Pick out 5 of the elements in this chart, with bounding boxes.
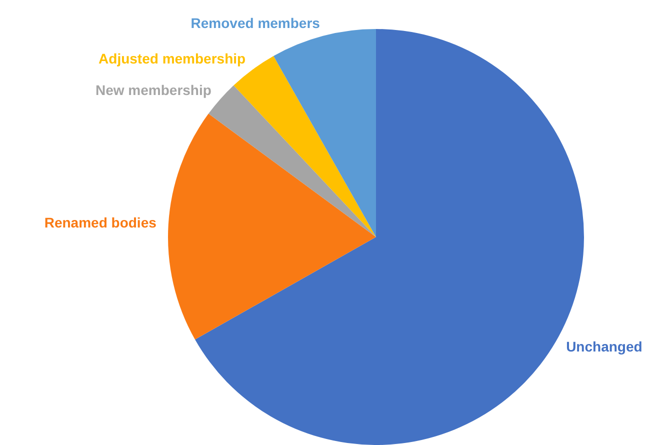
slice-label: Removed members [190, 15, 320, 32]
slice-label: Renamed bodies [44, 214, 157, 231]
slice-label: Unchanged [566, 338, 642, 355]
slice-label: New membership [95, 82, 212, 98]
slice-label: Adjusted membership [98, 50, 246, 67]
